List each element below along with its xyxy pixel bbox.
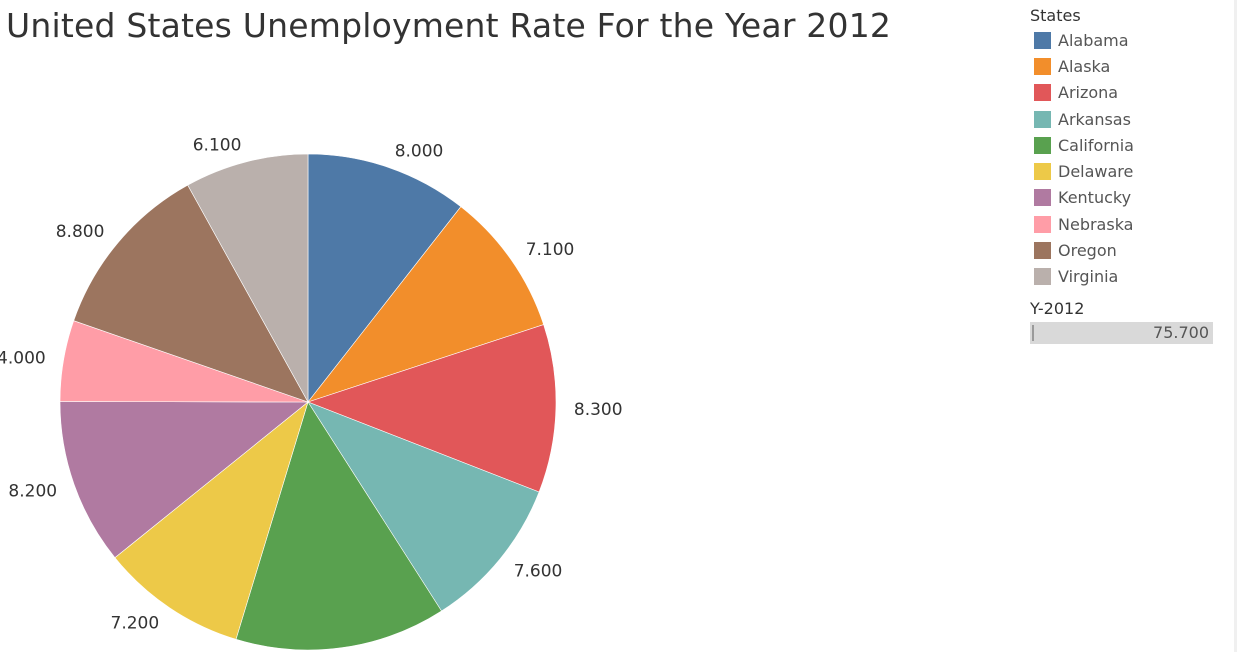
slice-label-virginia: 6.100 — [193, 136, 242, 156]
legend-swatch — [1034, 31, 1051, 49]
slice-label-arizona: 8.300 — [574, 400, 623, 420]
pie-slice-oregon[interactable] — [73, 184, 309, 403]
slice-label-nebraska: 4.000 — [0, 349, 46, 369]
legend-title: States — [1030, 6, 1081, 25]
filter-slider[interactable]: 75.700 — [1030, 321, 1213, 344]
legend-items: Alabama Alaska Arizona Arkansas California De… — [1030, 27, 1225, 290]
pie-slice-virginia[interactable] — [187, 153, 309, 404]
legend-swatch — [1034, 57, 1051, 75]
pie-slice-arkansas[interactable] — [307, 401, 540, 612]
legend-swatch — [1034, 268, 1051, 286]
legend-label: Alabama — [1058, 30, 1129, 50]
pie-slice-california[interactable] — [235, 401, 442, 651]
legend-item-california[interactable]: California — [1030, 132, 1225, 158]
legend-swatch — [1034, 215, 1051, 233]
legend-label: Delaware — [1058, 162, 1134, 182]
legend-swatch — [1034, 84, 1051, 102]
pie-slices — [59, 153, 557, 651]
legend-swatch — [1034, 110, 1051, 128]
legend-swatch — [1034, 163, 1051, 181]
slice-label-delaware: 7.200 — [111, 614, 160, 634]
legend-label: Nebraska — [1058, 214, 1134, 234]
filter-value: 75.700 — [1153, 322, 1209, 342]
scrollbar-edge — [1234, 0, 1237, 652]
legend-item-arkansas[interactable]: Arkansas — [1030, 106, 1225, 132]
legend-label: Virginia — [1058, 267, 1119, 287]
legend-item-oregon[interactable]: Oregon — [1030, 237, 1225, 263]
legend-item-delaware[interactable]: Delaware — [1030, 158, 1225, 184]
chart-title: United States Unemployment Rate For the … — [6, 6, 892, 45]
legend-item-kentucky[interactable]: Kentucky — [1030, 185, 1225, 211]
legend-label: Oregon — [1058, 241, 1117, 261]
slice-label-kentucky: 8.200 — [8, 481, 57, 501]
slice-label-alaska: 7.100 — [526, 240, 575, 260]
filter-title: Y-2012 — [1030, 298, 1085, 318]
pie-chart[interactable]: 8.0007.1008.3007.60010.4007.2008.2004.00… — [0, 0, 1000, 652]
legend-swatch — [1034, 242, 1051, 260]
pie-labels: 8.0007.1008.3007.60010.4007.2008.2004.00… — [0, 136, 623, 634]
legend-label: Arkansas — [1058, 109, 1131, 129]
legend-item-alabama[interactable]: Alabama — [1030, 27, 1225, 53]
pie-slice-delaware[interactable] — [114, 401, 309, 640]
filter-slider-handle[interactable] — [1032, 324, 1034, 341]
pie-slice-alaska[interactable] — [307, 206, 544, 403]
legend-item-alaska[interactable]: Alaska — [1030, 53, 1225, 79]
legend-swatch — [1034, 189, 1051, 207]
slice-label-alabama: 8.000 — [395, 142, 444, 162]
legend-swatch — [1034, 136, 1051, 154]
legend-label: California — [1058, 135, 1134, 155]
legend-label: Alaska — [1058, 56, 1111, 76]
slice-label-oregon: 8.800 — [56, 222, 105, 242]
pie-slice-kentucky[interactable] — [59, 401, 309, 559]
slice-label-arkansas: 7.600 — [514, 562, 563, 582]
legend: States Alabama Alaska Arizona Arkansas Calif… — [1030, 5, 1225, 344]
legend-item-arizona[interactable]: Arizona — [1030, 80, 1225, 106]
legend-label: Kentucky — [1058, 188, 1132, 208]
legend-item-nebraska[interactable]: Nebraska — [1030, 211, 1225, 237]
pie-slice-arizona[interactable] — [307, 324, 557, 493]
pie-slice-alabama[interactable] — [307, 153, 462, 403]
legend-label: Arizona — [1058, 83, 1119, 103]
legend-item-virginia[interactable]: Virginia — [1030, 264, 1225, 290]
